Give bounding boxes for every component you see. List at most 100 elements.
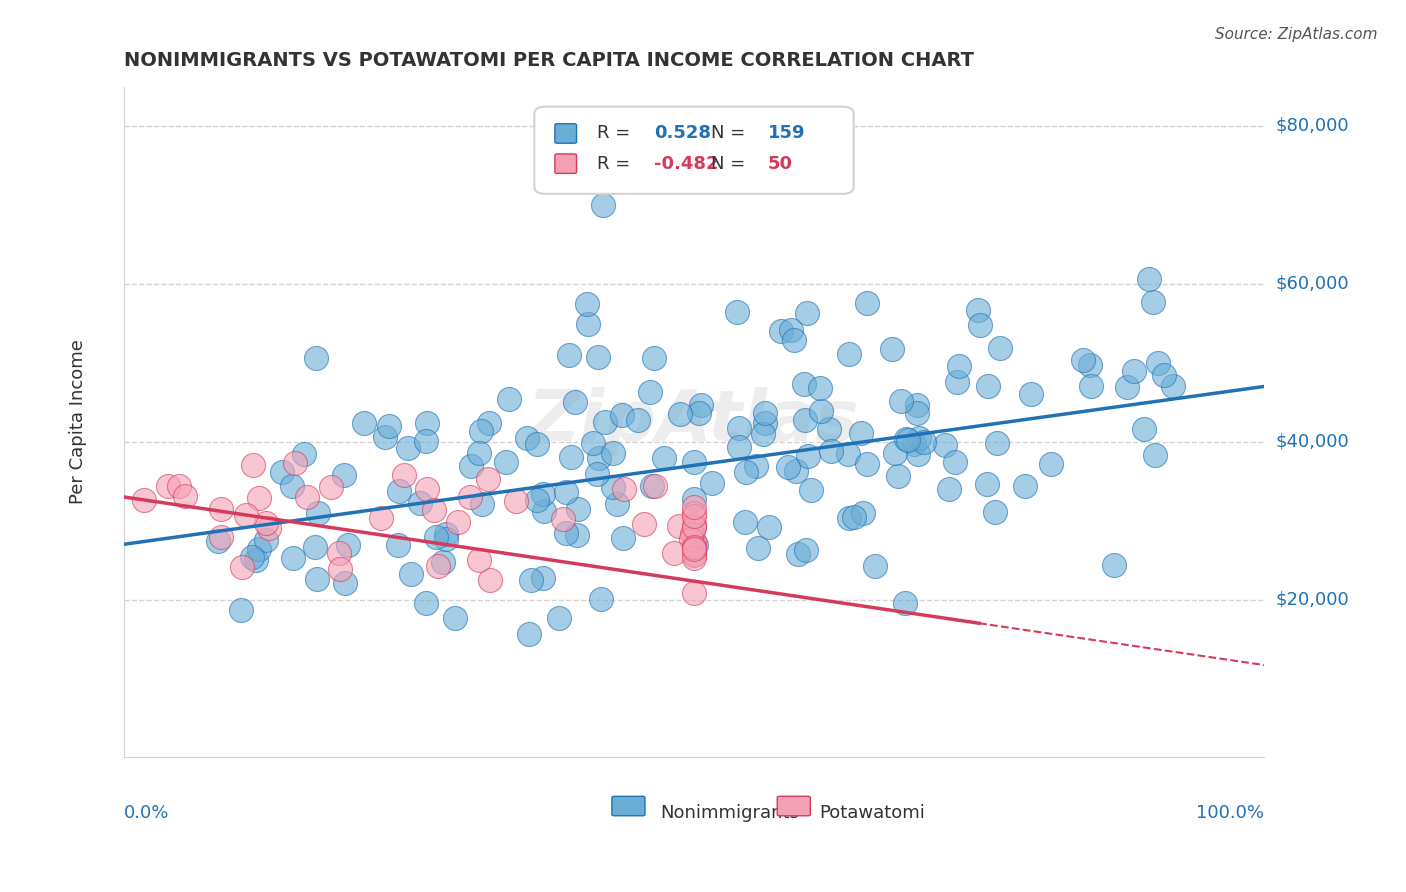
Point bbox=[977, 378, 1000, 392]
Point bbox=[652, 451, 675, 466]
Point bbox=[969, 318, 991, 332]
Point bbox=[780, 323, 803, 337]
Point bbox=[612, 531, 634, 545]
Point bbox=[797, 449, 820, 463]
Point bbox=[307, 572, 329, 586]
Point bbox=[644, 479, 666, 493]
Point bbox=[416, 482, 439, 496]
Point bbox=[800, 483, 823, 498]
Point bbox=[606, 497, 628, 511]
Point bbox=[976, 477, 998, 491]
Point bbox=[882, 342, 904, 356]
Point bbox=[683, 455, 706, 469]
Point bbox=[245, 553, 267, 567]
Point bbox=[305, 351, 328, 365]
Text: Nonimmigrants: Nonimmigrants bbox=[659, 805, 799, 822]
Point bbox=[575, 297, 598, 311]
Point bbox=[567, 501, 589, 516]
Point bbox=[304, 540, 326, 554]
Point bbox=[602, 446, 624, 460]
Point bbox=[683, 506, 706, 520]
Point bbox=[633, 516, 655, 531]
Point bbox=[683, 547, 706, 561]
Point bbox=[907, 447, 929, 461]
Point bbox=[378, 419, 401, 434]
Text: R =: R = bbox=[598, 125, 630, 143]
Point bbox=[1133, 422, 1156, 436]
Text: N =: N = bbox=[711, 154, 745, 173]
Point bbox=[240, 550, 263, 565]
Point bbox=[754, 406, 776, 420]
Point bbox=[745, 458, 768, 473]
Point bbox=[174, 489, 197, 503]
Point bbox=[883, 446, 905, 460]
Point bbox=[838, 511, 860, 525]
Point bbox=[426, 558, 449, 573]
Point bbox=[683, 517, 706, 532]
Point bbox=[938, 483, 960, 497]
Point bbox=[526, 493, 548, 508]
Point bbox=[758, 520, 780, 534]
Point bbox=[292, 447, 315, 461]
Point bbox=[1019, 387, 1042, 401]
Point bbox=[934, 437, 956, 451]
Point bbox=[425, 530, 447, 544]
Point bbox=[467, 446, 489, 460]
Point bbox=[409, 496, 432, 510]
Point bbox=[295, 490, 318, 504]
Point bbox=[592, 198, 614, 212]
Point bbox=[852, 507, 875, 521]
Point bbox=[329, 562, 352, 576]
Point bbox=[586, 350, 609, 364]
Point bbox=[247, 491, 270, 505]
Point bbox=[641, 479, 664, 493]
Point bbox=[851, 426, 873, 441]
Point bbox=[793, 376, 815, 391]
Point bbox=[793, 413, 815, 427]
Point bbox=[783, 334, 806, 348]
Point bbox=[307, 506, 329, 520]
Point bbox=[495, 455, 517, 469]
Point bbox=[776, 460, 799, 475]
Point bbox=[986, 436, 1008, 450]
Point bbox=[984, 504, 1007, 518]
Point bbox=[988, 341, 1011, 355]
Point bbox=[533, 504, 555, 518]
Point bbox=[681, 526, 703, 541]
Point bbox=[1014, 478, 1036, 492]
Text: 100.0%: 100.0% bbox=[1197, 805, 1264, 822]
Point bbox=[679, 533, 702, 547]
Point bbox=[328, 546, 350, 560]
Point bbox=[434, 527, 457, 541]
Point bbox=[209, 530, 232, 544]
Point bbox=[685, 538, 707, 552]
Point bbox=[259, 521, 281, 535]
Point bbox=[319, 480, 342, 494]
Point bbox=[943, 455, 966, 469]
Point bbox=[242, 458, 264, 472]
Point bbox=[1102, 558, 1125, 572]
Point bbox=[752, 427, 775, 442]
Point bbox=[688, 406, 710, 420]
Text: 0.528: 0.528 bbox=[654, 125, 711, 143]
Point bbox=[554, 525, 576, 540]
Point bbox=[808, 381, 831, 395]
Point bbox=[638, 385, 661, 400]
Point bbox=[281, 479, 304, 493]
Point bbox=[887, 468, 910, 483]
Text: -0.482: -0.482 bbox=[654, 154, 718, 173]
Point bbox=[946, 375, 969, 389]
Point bbox=[683, 541, 706, 556]
Text: Per Capita Income: Per Capita Income bbox=[69, 340, 87, 504]
Text: $20,000: $20,000 bbox=[1275, 591, 1350, 608]
FancyBboxPatch shape bbox=[555, 124, 576, 144]
Point bbox=[683, 541, 706, 555]
Text: 159: 159 bbox=[768, 125, 806, 143]
Point bbox=[444, 611, 467, 625]
Point bbox=[683, 534, 706, 549]
Point bbox=[415, 434, 437, 449]
Point bbox=[683, 520, 706, 534]
Text: N =: N = bbox=[711, 125, 745, 143]
Point bbox=[531, 487, 554, 501]
Point bbox=[394, 468, 416, 483]
